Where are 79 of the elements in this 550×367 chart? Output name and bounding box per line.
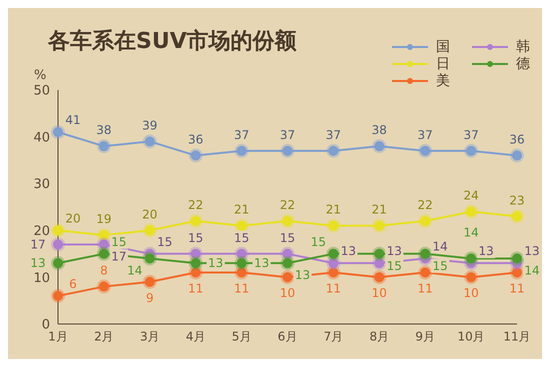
data-label: 11: [326, 282, 342, 296]
data-label: 37: [463, 128, 479, 142]
data-label: 21: [234, 202, 250, 217]
x-tick-label: 4月: [186, 330, 206, 344]
data-label: 37: [326, 128, 342, 142]
x-tick-label: 6月: [278, 330, 298, 344]
data-label: 36: [509, 132, 525, 147]
data-label: 13: [340, 244, 356, 258]
data-label: 22: [188, 198, 204, 212]
data-label: 14: [524, 263, 540, 278]
x-tick-label: 8月: [369, 330, 390, 344]
data-label: 24: [463, 188, 479, 203]
data-label: 22: [280, 198, 296, 212]
x-tick-label: 2月: [94, 330, 114, 344]
data-label: 13: [478, 244, 494, 258]
x-tick-label: 9月: [415, 330, 436, 344]
data-label: 6: [69, 276, 77, 291]
data-label: 38: [372, 123, 387, 138]
data-label: 20: [142, 207, 158, 222]
data-label: 10: [280, 286, 296, 300]
x-tick-label: 10月: [457, 330, 485, 344]
data-label: 11: [418, 282, 433, 296]
y-tick-label: 10: [33, 270, 50, 286]
data-label: 10: [372, 286, 387, 300]
data-label: 37: [418, 128, 433, 142]
data-label: 22: [418, 198, 433, 212]
data-label: 10: [463, 286, 479, 300]
data-label: 15: [188, 230, 204, 245]
data-label: 15: [234, 230, 250, 245]
x-tick-label: 5月: [232, 330, 252, 344]
x-tick-label: 7月: [324, 330, 344, 344]
data-label: 15: [280, 230, 296, 245]
data-label: 13: [30, 256, 46, 270]
y-tick-label: 0: [42, 318, 50, 333]
data-label: 17: [30, 237, 46, 252]
data-label: 14: [432, 239, 448, 254]
data-label: 41: [65, 113, 81, 128]
data-label: 11: [234, 282, 250, 296]
x-tick-label: 1月: [48, 330, 68, 344]
y-tick-label: 40: [33, 130, 50, 146]
x-tick-label: 3月: [140, 330, 160, 344]
data-label: 13: [208, 256, 224, 270]
legend-label: 德: [516, 54, 530, 72]
y-tick-label: 30: [33, 177, 50, 192]
data-label: 11: [188, 282, 204, 296]
data-label: 11: [509, 282, 525, 296]
legend-label: 韩: [516, 38, 530, 56]
data-label: 36: [188, 132, 204, 147]
data-label: 15: [432, 258, 448, 273]
data-label: 38: [96, 123, 112, 138]
y-tick-label: 50: [33, 84, 50, 99]
data-label: 14: [463, 225, 479, 240]
legend-label: 国: [436, 38, 450, 56]
chart-title: 各车系在SUV市场的份额: [48, 28, 297, 56]
x-tick-label: 11月: [503, 330, 531, 344]
data-label: 14: [127, 263, 142, 278]
data-label: 13: [524, 244, 540, 258]
data-label: 21: [326, 202, 342, 217]
data-label: 13: [294, 268, 310, 282]
data-label: 19: [96, 212, 112, 226]
data-label: 13: [386, 244, 402, 258]
data-label: 39: [142, 118, 158, 132]
data-label: 23: [509, 193, 525, 208]
legend-label: 日: [436, 54, 450, 72]
data-label: 8: [100, 264, 108, 278]
data-label: 17: [111, 249, 127, 264]
data-label: 15: [157, 234, 172, 249]
data-label: 37: [234, 128, 250, 142]
data-label: 37: [280, 128, 296, 142]
data-label: 21: [372, 202, 387, 217]
data-label: 15: [310, 234, 326, 249]
data-label: 15: [111, 234, 127, 249]
legend-label: 美: [436, 72, 450, 90]
data-label: 15: [386, 258, 402, 273]
data-label: 9: [146, 290, 154, 305]
y-axis-title: %: [34, 68, 46, 83]
data-label: 13: [254, 256, 270, 270]
data-label: 20: [65, 211, 81, 226]
y-tick-label: 20: [33, 224, 50, 240]
